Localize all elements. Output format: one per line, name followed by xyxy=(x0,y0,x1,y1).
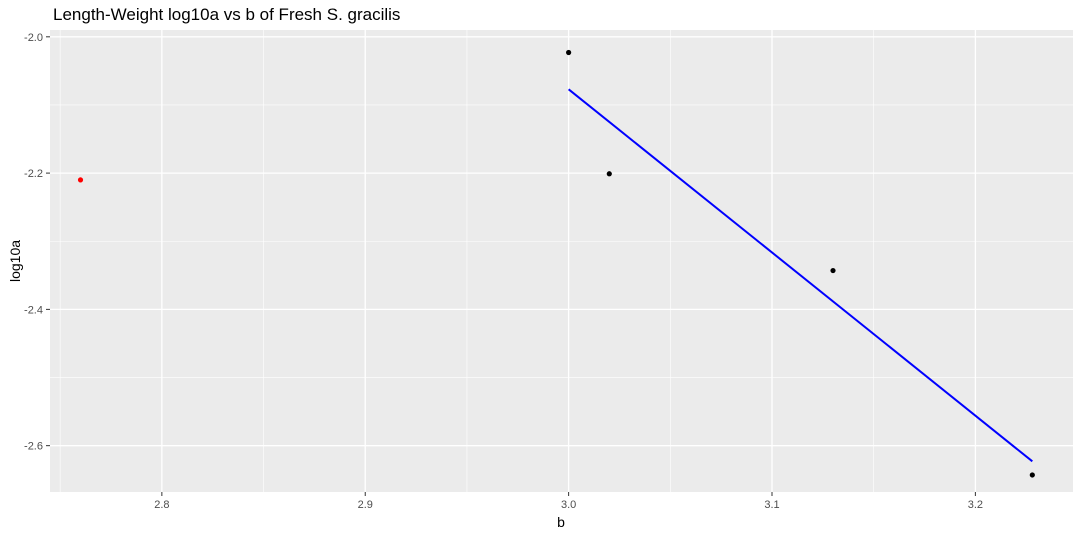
x-tick-label: 3.0 xyxy=(561,499,576,511)
y-tick-label: -2.4 xyxy=(24,304,43,316)
data-point xyxy=(606,171,612,177)
y-tick-label: -2.0 xyxy=(24,32,43,44)
fit-line xyxy=(567,88,1033,463)
y-tick-label: -2.2 xyxy=(24,168,43,180)
x-tick-label: 2.8 xyxy=(154,499,169,511)
x-tick-label: 3.1 xyxy=(764,499,779,511)
y-tick-label: -2.6 xyxy=(24,441,43,453)
data-point xyxy=(1029,472,1035,478)
x-tick-label: 2.9 xyxy=(358,499,373,511)
y-axis: -2.0 -2.2 -2.4 -2.6 xyxy=(24,32,50,453)
data-point xyxy=(830,267,836,274)
data-point xyxy=(77,177,84,183)
plot-panel xyxy=(50,30,1073,492)
x-axis-title: b xyxy=(557,514,565,530)
data-point xyxy=(566,49,572,56)
chart-title: Length-Weight log10a vs b of Fresh S. gr… xyxy=(53,5,401,24)
major-gridlines xyxy=(50,30,1073,492)
fit-line-layer xyxy=(567,88,1033,463)
points-layer xyxy=(77,49,1035,478)
minor-gridlines xyxy=(50,30,1073,492)
x-tick-label: 3.2 xyxy=(968,499,983,511)
y-axis-title: log10a xyxy=(7,240,23,282)
x-axis: 2.8 2.9 3.0 3.1 3.2 xyxy=(154,492,983,511)
